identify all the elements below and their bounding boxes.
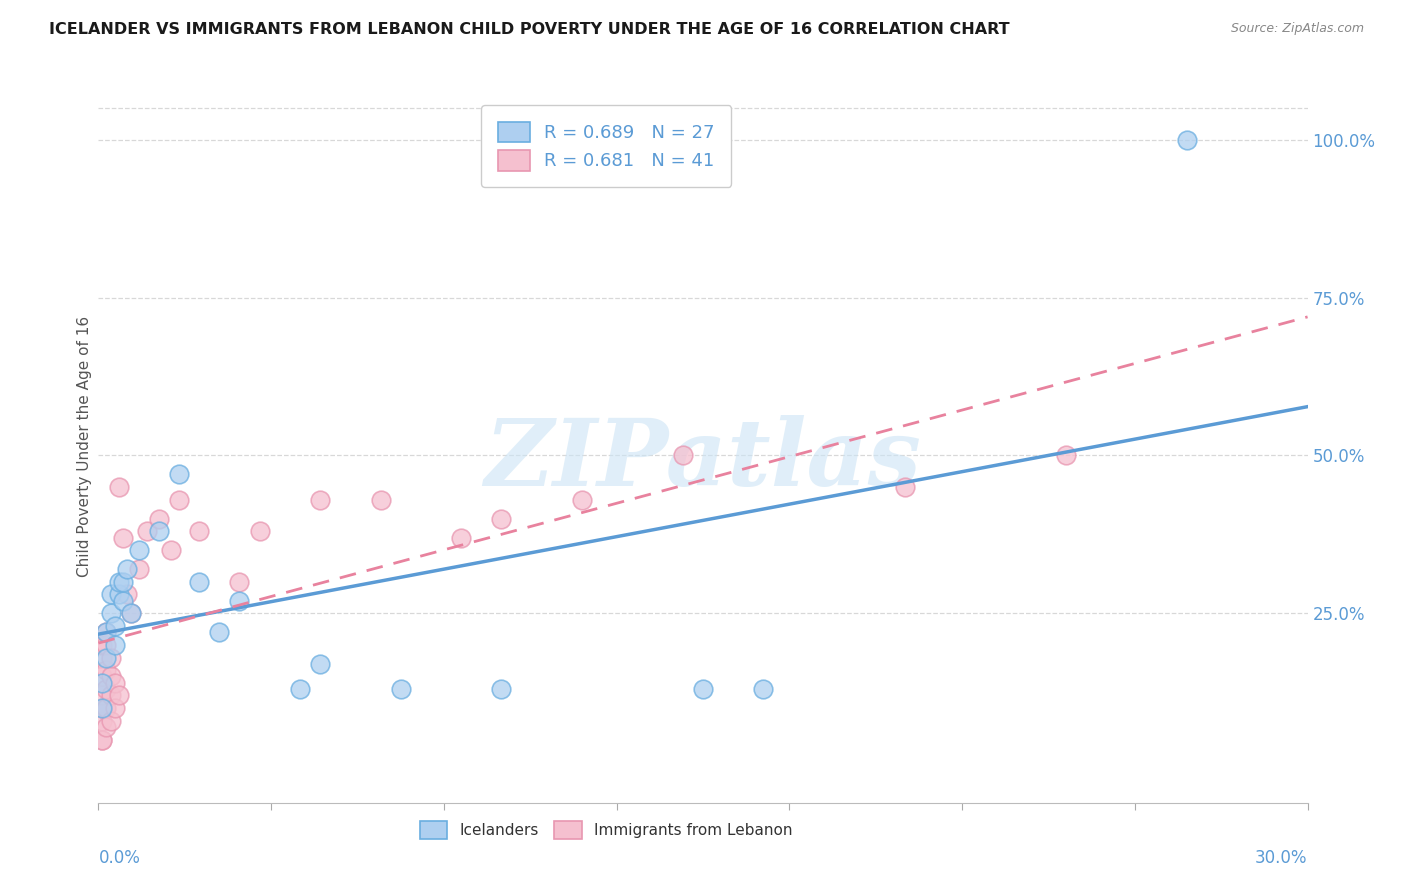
- Point: [103, 701, 125, 715]
- Point: [91, 701, 114, 715]
- Legend: Icelanders, Immigrants from Lebanon: Icelanders, Immigrants from Lebanon: [413, 815, 799, 845]
- Point: [160, 543, 183, 558]
- Point: [96, 625, 118, 640]
- Point: [111, 531, 134, 545]
- Point: [91, 689, 114, 703]
- Point: [893, 480, 915, 494]
- Point: [188, 574, 211, 589]
- Point: [167, 467, 190, 482]
- Point: [100, 689, 122, 703]
- Point: [100, 587, 122, 601]
- Point: [100, 607, 122, 621]
- Point: [228, 574, 250, 589]
- Point: [107, 689, 129, 703]
- Point: [96, 720, 118, 734]
- Point: [672, 449, 695, 463]
- Point: [91, 732, 114, 747]
- Point: [96, 625, 118, 640]
- Text: ICELANDER VS IMMIGRANTS FROM LEBANON CHILD POVERTY UNDER THE AGE OF 16 CORRELATI: ICELANDER VS IMMIGRANTS FROM LEBANON CHI…: [49, 22, 1010, 37]
- Point: [1175, 133, 1198, 147]
- Point: [91, 675, 114, 690]
- Point: [91, 714, 114, 728]
- Point: [96, 638, 118, 652]
- Point: [100, 650, 122, 665]
- Point: [100, 669, 122, 683]
- Point: [107, 587, 129, 601]
- Point: [571, 492, 593, 507]
- Point: [309, 492, 332, 507]
- Point: [91, 669, 114, 683]
- Point: [120, 607, 142, 621]
- Point: [115, 562, 138, 576]
- Point: [148, 524, 170, 539]
- Point: [208, 625, 231, 640]
- Point: [111, 593, 134, 607]
- Point: [249, 524, 271, 539]
- Point: [370, 492, 392, 507]
- Point: [96, 701, 118, 715]
- Point: [103, 675, 125, 690]
- Text: ZIPatlas: ZIPatlas: [485, 416, 921, 505]
- Point: [692, 682, 714, 697]
- Point: [96, 682, 118, 697]
- Point: [309, 657, 332, 671]
- Point: [148, 511, 170, 525]
- Point: [288, 682, 311, 697]
- Point: [389, 682, 412, 697]
- Point: [188, 524, 211, 539]
- Point: [103, 638, 125, 652]
- Point: [103, 619, 125, 633]
- Text: 30.0%: 30.0%: [1256, 849, 1308, 867]
- Text: 0.0%: 0.0%: [98, 849, 141, 867]
- Point: [115, 587, 138, 601]
- Point: [1054, 449, 1077, 463]
- Point: [96, 663, 118, 677]
- Point: [91, 650, 114, 665]
- Point: [96, 650, 118, 665]
- Point: [128, 543, 150, 558]
- Text: Source: ZipAtlas.com: Source: ZipAtlas.com: [1230, 22, 1364, 36]
- Point: [228, 593, 250, 607]
- Point: [450, 531, 472, 545]
- Point: [91, 732, 114, 747]
- Point: [128, 562, 150, 576]
- Point: [491, 682, 513, 697]
- Point: [167, 492, 190, 507]
- Point: [111, 574, 134, 589]
- Y-axis label: Child Poverty Under the Age of 16: Child Poverty Under the Age of 16: [77, 316, 91, 576]
- Point: [100, 714, 122, 728]
- Point: [107, 574, 129, 589]
- Point: [91, 701, 114, 715]
- Point: [91, 638, 114, 652]
- Point: [491, 511, 513, 525]
- Point: [107, 480, 129, 494]
- Point: [120, 607, 142, 621]
- Point: [135, 524, 157, 539]
- Point: [752, 682, 775, 697]
